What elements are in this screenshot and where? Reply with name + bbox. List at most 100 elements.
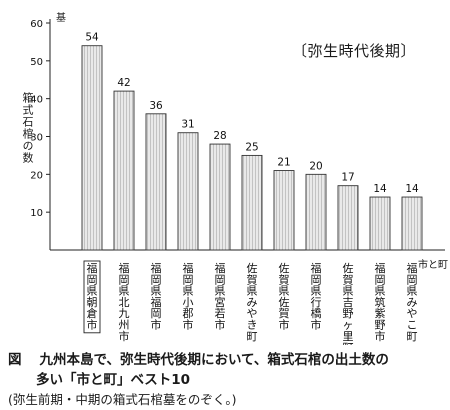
y-axis-unit: 基 (56, 13, 66, 24)
bar-value-label: 36 (149, 100, 163, 112)
bar (81, 45, 103, 251)
x-tick-label-char: 町 (407, 330, 418, 343)
chart-bars (81, 45, 423, 251)
x-tick-label-char: 朝 (87, 296, 98, 309)
x-tick-label-char: 若 (215, 307, 226, 320)
x-tick-label-char: 岡 (151, 307, 162, 320)
y-tick-label: 40 (30, 95, 43, 106)
x-tick-label-char: 岡 (151, 273, 162, 286)
x-tick-label-char: 里 (343, 330, 354, 343)
bar-value-label: 17 (341, 172, 354, 184)
x-tick-label-char: み (407, 296, 418, 309)
x-tick-label-char: 市 (215, 318, 226, 332)
bar-value-label: 54 (85, 32, 99, 44)
bar-value-label: 42 (117, 77, 130, 89)
x-tick-label-char: 県 (87, 285, 98, 298)
x-tick-label-char: 町 (247, 330, 258, 343)
x-tick-label-char: 佐 (343, 261, 354, 275)
x-tick-label-char: 県 (343, 285, 354, 298)
y-tick-label: 60 (30, 19, 43, 30)
x-tick-label: 佐賀県吉野ヶ里町 (343, 261, 354, 345)
bar (273, 170, 295, 251)
x-tick-label-char: 福 (375, 261, 386, 275)
x-tick-label-char: 市 (311, 318, 322, 332)
highlight-box (83, 260, 101, 334)
x-tick-label-char: 福 (119, 261, 130, 275)
x-tick-label-char: 橋 (311, 306, 322, 320)
x-axis-label: 市と町 (418, 258, 448, 271)
bar-value-label: 31 (181, 119, 194, 131)
figure-caption-line1: 図 九州本島で、弥生時代後期において、箱式石棺の出土数の (8, 348, 389, 368)
x-tick-label-char: 町 (343, 341, 354, 345)
figure-caption-note: (弥生前期・中期の箱式石棺墓をのぞく。) (8, 392, 237, 407)
x-tick-label-char: 県 (407, 285, 418, 298)
x-tick-label-char: 市 (279, 318, 290, 332)
x-tick-label-char: 福 (151, 261, 162, 275)
y-tick-label: 20 (30, 170, 43, 181)
x-tick-label-char: 岡 (375, 273, 386, 286)
figure-label: 図 (8, 352, 22, 368)
x-tick-label-char: 福 (151, 295, 162, 309)
x-tick-label-char: 行 (311, 296, 322, 309)
y-tick-label: 50 (30, 57, 43, 68)
bar-value-label: 21 (277, 157, 290, 169)
bar-value-label: 20 (309, 160, 322, 172)
period-label: 〔弥生時代後期〕 (292, 42, 417, 60)
x-tick-label-char: 九 (119, 307, 130, 320)
x-tick-label-char: 福 (183, 261, 194, 275)
x-tick-label-char: 市 (375, 329, 386, 343)
x-tick-label-char: や (247, 307, 258, 320)
bar-value-label: 14 (405, 183, 419, 195)
bar-value-label: 25 (245, 141, 258, 153)
bar (401, 196, 423, 251)
x-tick-label-char: 賀 (343, 273, 354, 286)
x-tick-label-char: 県 (279, 285, 290, 298)
x-tick-label-char: 筑 (375, 295, 386, 309)
x-tick-label-char: 県 (247, 285, 258, 298)
x-tick-label-char: 福 (87, 261, 98, 275)
bar (177, 132, 199, 251)
x-tick-label-char: 北 (119, 296, 130, 309)
x-tick-label-char: 県 (119, 285, 130, 298)
x-tick-label-char: 佐 (247, 261, 258, 275)
x-tick-label-char: 福 (407, 261, 418, 275)
x-tick-label-char: 県 (311, 285, 322, 298)
y-axis-label: 箱式石棺の数 (21, 92, 34, 164)
x-tick-label-char: 岡 (119, 273, 130, 286)
x-tick-label-char: 小 (183, 296, 194, 309)
bar-value-label: 28 (213, 130, 226, 142)
x-tick-label-char: 吉 (343, 296, 354, 309)
x-tick-label-char: 紫 (375, 307, 386, 320)
x-tick-label-char: や (407, 307, 418, 320)
x-tick-label-char: 市 (183, 318, 194, 332)
x-tick-label-char: 岡 (215, 273, 226, 286)
x-tick-label-char: き (247, 319, 258, 332)
bar (337, 185, 359, 251)
x-tick-label-char: 岡 (87, 273, 98, 286)
bar (369, 196, 391, 251)
x-tick-label-char: 福 (215, 261, 226, 275)
x-tick-label-char: ヶ (343, 319, 354, 332)
x-tick-label-char: 野 (375, 319, 386, 332)
x-tick-label-char: 岡 (311, 273, 322, 286)
x-tick-label-char: 佐 (279, 261, 290, 275)
x-tick-label-char: 倉 (87, 306, 98, 320)
x-tick-label-char: 岡 (183, 273, 194, 286)
bar (113, 90, 135, 251)
x-tick-label-char: 県 (183, 285, 194, 298)
bar (209, 143, 231, 251)
x-tick-label-char: 宮 (215, 295, 226, 309)
x-tick-label-char: 市 (151, 318, 162, 332)
bar (145, 113, 167, 251)
